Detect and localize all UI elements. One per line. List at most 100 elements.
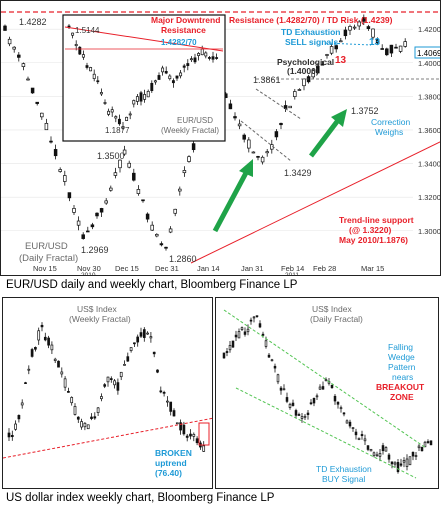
dxy-weekly-candle-body (126, 356, 130, 362)
inset-candle-body (99, 92, 103, 95)
channel-line-upper (255, 88, 302, 120)
inset-candle-body (107, 110, 111, 115)
eurusd-candle-body (256, 155, 260, 158)
channel-line-lower (240, 120, 292, 162)
eurusd-candle-body (339, 40, 343, 43)
eurusd-candle-body (67, 192, 72, 199)
dxy-daily-candle-body (339, 407, 343, 410)
dxy-weekly-candle-body (113, 380, 116, 386)
eurusd-candle-body (251, 151, 256, 154)
price-label-6: 1.3429 (284, 168, 312, 178)
eurusd-candle-body (155, 234, 159, 237)
eurusd-candle-body (76, 220, 81, 226)
x-tick-label: Nov 15 (33, 264, 57, 273)
uptrend-arrow-2 (309, 109, 347, 158)
dxy-daily-candle-body (426, 441, 430, 444)
dxy-weekly-candle-body (103, 384, 107, 387)
eurusd-candle-body (81, 234, 85, 239)
eurusd-candle-body (297, 89, 302, 91)
dxy-weekly-candle-body (86, 424, 90, 430)
breakdown-marker (198, 422, 210, 446)
td-exhaustion-line1: TD Exhaustion (281, 27, 341, 37)
dxy-weekly-candle-body (195, 438, 199, 444)
last-price-label: 1.4069 (417, 49, 441, 58)
td-buy-annotation-2: BUY Signal (322, 474, 365, 484)
dxy-weekly-candle-body (129, 347, 133, 351)
trendline-annotation-2: (@ 1.3220) (349, 225, 391, 235)
eurusd-candle-body (178, 188, 182, 192)
dxy-weekly-candle-body (123, 364, 126, 366)
dxy-weekly-chart: US$ Index (Weekly Fractal) BROKEN uptren… (3, 304, 212, 478)
td-buy-annotation-1: TD Exhaustion (316, 464, 372, 474)
dxy-weekly-legend-1: US$ Index (77, 304, 117, 314)
price-label-2: 1.3500 (97, 151, 125, 161)
dxy-weekly-candle-body (106, 376, 110, 383)
eurusd-candle-body (159, 243, 164, 246)
price-label-7: 1.3752 (351, 106, 379, 116)
dxy-daily-candle-body (357, 437, 361, 440)
trendline-annotation-1: Trend-line support (339, 215, 414, 225)
inset-high-label: 1.5144 (75, 26, 100, 35)
dxy-daily-candle-body (321, 386, 325, 390)
dxy-weekly-candle-body (14, 423, 17, 430)
dxy-daily-legend-2: (Daily Fractal) (310, 314, 363, 324)
inset-downtrend-line (64, 26, 224, 52)
dxy-weekly-candle-body (202, 445, 206, 452)
dxy-daily-candle-body (354, 431, 358, 436)
dxy-daily-candle-body (348, 421, 352, 427)
inset-candle-body (161, 67, 165, 73)
dxy-weekly-candle-body (169, 401, 173, 412)
dxy-weekly-candle-body (80, 421, 83, 428)
inset-candle-body (211, 56, 215, 60)
eurusd-candle-body (182, 170, 187, 174)
dxy-daily-candle-body (396, 462, 400, 473)
inset-low-label: 1.1877 (105, 126, 130, 135)
inset-candle-body (204, 52, 208, 57)
dxy-weekly-candle-body (63, 378, 67, 388)
inset-candle-body (215, 57, 219, 59)
dxy-daily-candle-body (342, 412, 346, 415)
dxy-daily-candle-body (360, 434, 364, 437)
eurusd-candle-body (371, 28, 375, 38)
wedge-annotation-3: Pattern (388, 362, 416, 372)
dxy-daily-candle-body (279, 387, 283, 391)
eurusd-candle-body (187, 156, 191, 162)
dxy-weekly-candle-body (192, 433, 196, 437)
inset-candle-body (150, 82, 154, 91)
eurusd-candle-body (127, 162, 131, 168)
x-tick-label: Jan 31 (241, 264, 264, 273)
y-tick-label: 1.4200 (418, 25, 441, 34)
dxy-daily-candle-body (276, 374, 280, 383)
dxy-daily-candle-body (345, 420, 349, 424)
inset-candle-body (146, 90, 150, 98)
inset-candle-body (179, 72, 183, 77)
weekly-inset: 1.5144 1.1877 1.4282/70 Major Downtrend … (62, 14, 226, 142)
x-tick-label: Nov 30 (77, 264, 101, 273)
dxy-weekly-candle-body (179, 422, 182, 431)
bottom-caption: US dollar index weekly chart, Bloomberg … (6, 492, 275, 504)
dxy-daily-candle-body (429, 440, 433, 446)
dxy-weekly-candle-body (119, 371, 123, 378)
dxy-daily-candle-body (231, 340, 235, 348)
dxy-weekly-candle-body (27, 368, 31, 371)
dxy-weekly-candle-body (149, 336, 153, 339)
dxy-weekly-candle-body (182, 424, 186, 435)
dxy-daily-candle-body (222, 352, 226, 359)
dxy-daily-candle-body (285, 397, 289, 402)
dxy-daily-candle-body (318, 386, 322, 390)
eurusd-candle-body (44, 122, 49, 131)
correction-line2: Weighs (375, 127, 403, 137)
inset-candle-body (85, 65, 89, 68)
x-tick-label: Feb 14 (281, 264, 304, 273)
dxy-daily-candle-body (333, 395, 337, 402)
dxy-weekly-candle-body (146, 332, 149, 335)
dxy-daily-candle-body (399, 463, 403, 466)
inset-candle-body (125, 116, 129, 121)
wedge-annotation-1: Falling (388, 342, 413, 352)
dxy-weekly-candle-body (133, 342, 136, 345)
dxy-weekly-candle-body (185, 435, 189, 438)
psychological-line1: Psychological (277, 57, 334, 67)
dxy-daily-candle-body (351, 427, 355, 429)
inset-candle-body (186, 63, 190, 66)
y-tick-label: 1.3600 (418, 126, 441, 135)
